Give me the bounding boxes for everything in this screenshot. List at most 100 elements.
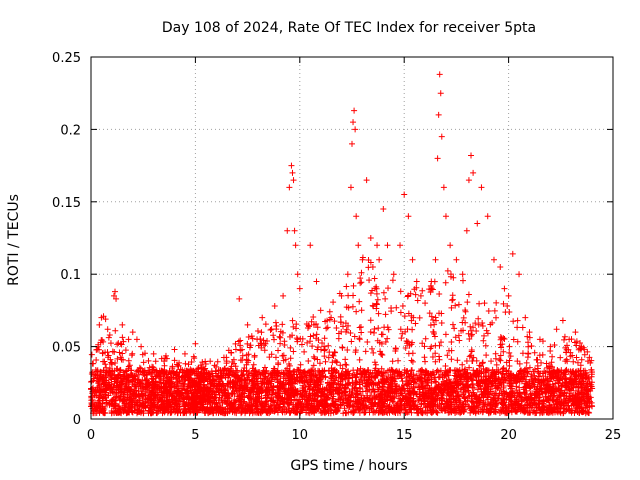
data-point — [448, 304, 455, 311]
data-point — [180, 382, 187, 389]
data-point — [373, 290, 380, 297]
data-point — [475, 373, 482, 380]
data-point — [156, 367, 163, 374]
data-point — [421, 343, 428, 350]
data-point — [311, 355, 318, 362]
data-point — [155, 391, 162, 398]
data-point — [460, 327, 467, 334]
data-points — [88, 71, 596, 417]
data-point — [459, 319, 466, 326]
data-point — [442, 331, 449, 338]
data-point — [246, 386, 253, 393]
data-point — [508, 401, 515, 408]
data-point — [570, 358, 577, 365]
data-point — [573, 354, 580, 361]
data-point — [175, 373, 182, 380]
data-point — [135, 407, 142, 414]
data-point — [500, 300, 507, 307]
data-point — [147, 391, 154, 398]
data-point — [243, 381, 250, 388]
data-point — [143, 377, 150, 384]
data-point — [399, 302, 406, 309]
data-point — [459, 380, 466, 387]
data-point — [232, 372, 239, 379]
data-point — [409, 326, 416, 333]
data-point — [335, 370, 342, 377]
data-point — [489, 319, 496, 326]
data-point — [116, 349, 123, 356]
data-point — [299, 387, 306, 394]
data-point — [531, 349, 538, 356]
data-point — [214, 358, 221, 365]
data-point — [416, 373, 423, 380]
data-point — [507, 377, 514, 384]
data-point — [428, 313, 435, 320]
data-point — [408, 341, 415, 348]
data-point — [263, 387, 270, 394]
data-point — [521, 366, 528, 373]
data-point — [238, 379, 245, 386]
data-point — [303, 374, 310, 381]
data-point — [548, 374, 555, 381]
data-point — [110, 409, 117, 416]
data-point — [544, 408, 551, 415]
data-point — [341, 388, 348, 395]
data-point — [425, 372, 432, 379]
data-point — [266, 354, 273, 361]
data-point — [546, 369, 553, 376]
data-point — [465, 376, 472, 383]
data-point — [126, 362, 133, 369]
data-point — [347, 329, 354, 336]
data-point — [315, 344, 322, 351]
data-point — [488, 380, 495, 387]
data-point — [432, 358, 439, 365]
data-point — [478, 370, 485, 377]
data-point — [524, 402, 531, 409]
data-point — [390, 369, 397, 376]
data-point — [152, 380, 159, 387]
data-point — [392, 345, 399, 352]
data-point — [581, 351, 588, 358]
data-point — [457, 410, 464, 417]
data-point — [434, 409, 441, 416]
data-point — [519, 350, 526, 357]
data-point — [409, 358, 416, 365]
data-point — [460, 389, 467, 396]
data-point — [436, 291, 443, 298]
data-point — [333, 324, 340, 331]
data-point — [586, 409, 593, 416]
data-point — [501, 335, 508, 342]
data-point — [460, 314, 467, 321]
data-point — [261, 347, 268, 354]
data-point — [279, 321, 286, 328]
data-point — [198, 368, 205, 375]
data-point — [514, 358, 521, 365]
data-point — [189, 389, 196, 396]
data-point — [572, 387, 579, 394]
data-point — [189, 378, 196, 385]
data-point — [321, 396, 328, 403]
data-point — [470, 354, 477, 361]
data-point — [125, 363, 132, 370]
data-point — [313, 335, 320, 342]
data-point — [440, 388, 447, 395]
data-point — [179, 379, 186, 386]
data-point — [88, 351, 95, 358]
data-point — [293, 371, 300, 378]
data-point — [434, 403, 441, 410]
data-point — [185, 395, 192, 402]
data-point — [428, 407, 435, 414]
data-point — [492, 378, 499, 385]
data-point — [492, 350, 499, 357]
data-point — [326, 403, 333, 410]
data-point — [310, 353, 317, 360]
data-point — [190, 368, 197, 375]
data-point — [293, 321, 300, 328]
data-point — [409, 387, 416, 394]
data-point — [275, 394, 282, 401]
data-point — [375, 325, 382, 332]
data-point — [178, 374, 185, 381]
data-point — [561, 333, 568, 340]
data-point — [115, 374, 122, 381]
